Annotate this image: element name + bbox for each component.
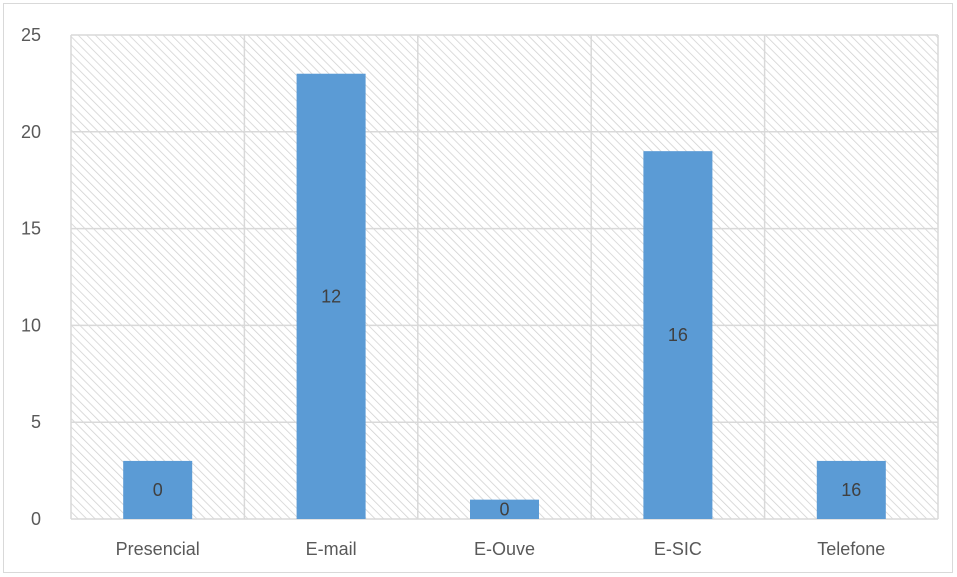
- y-tick-label: 15: [21, 219, 41, 239]
- bar-presencial: [123, 460, 193, 519]
- x-tick-label: Presencial: [116, 539, 200, 559]
- data-label: 0: [153, 480, 163, 500]
- data-label: 12: [321, 286, 341, 306]
- y-tick-label: 0: [31, 509, 41, 529]
- x-tick-label: Telefone: [817, 539, 885, 559]
- x-tick-label: E-Ouve: [474, 539, 535, 559]
- bar-e-mail: [296, 73, 366, 519]
- bar-e-ouve: [470, 499, 539, 519]
- y-tick-label: 20: [21, 122, 41, 142]
- data-labels: 0 12 0 16 16: [153, 286, 862, 519]
- bar-telefone: [816, 460, 886, 519]
- gridlines: [70, 34, 939, 520]
- bars: [123, 73, 886, 519]
- data-label: 16: [668, 325, 688, 345]
- x-tick-label: E-mail: [306, 539, 357, 559]
- y-axis-ticks: 0 5 10 15 20 25: [21, 25, 41, 529]
- y-tick-label: 10: [21, 315, 41, 335]
- x-tick-label: E-SIC: [654, 539, 702, 559]
- bar-e-sic: [643, 151, 713, 519]
- plot-area-background: [71, 35, 938, 519]
- y-tick-label: 25: [21, 25, 41, 45]
- data-label: 16: [841, 480, 861, 500]
- x-axis-ticks: Presencial E-mail E-Ouve E-SIC Telefone: [116, 539, 886, 559]
- data-label: 0: [499, 499, 509, 519]
- y-tick-label: 5: [31, 412, 41, 432]
